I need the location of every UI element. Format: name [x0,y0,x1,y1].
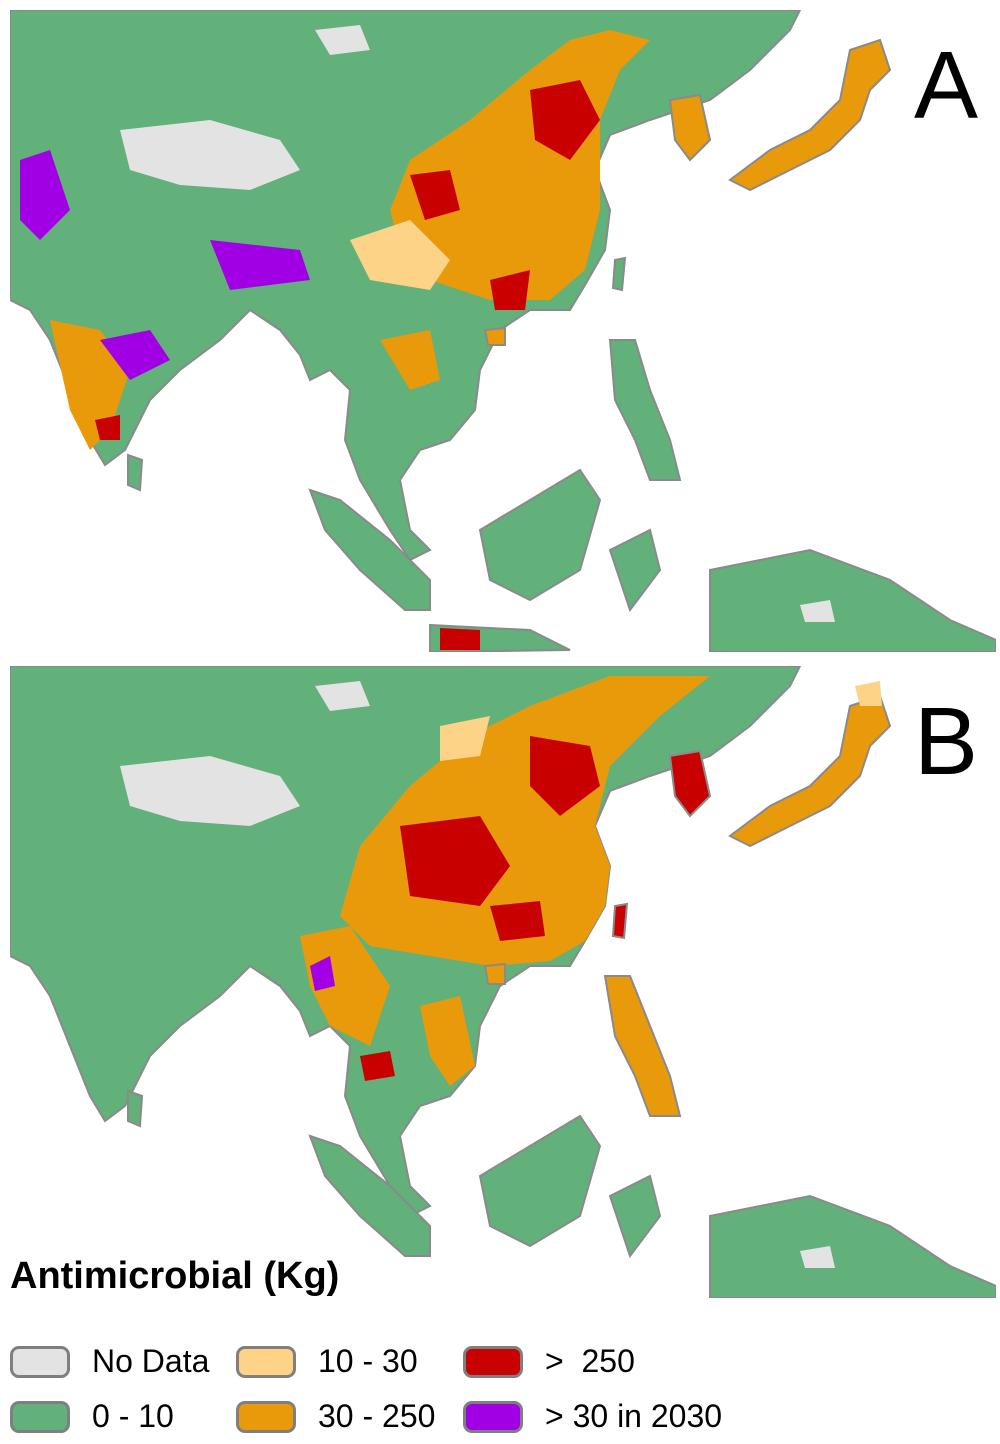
legend-title: Antimicrobial (Kg) [10,1255,340,1297]
land-sri-lanka [127,453,144,492]
land-sri-lanka [127,1089,144,1128]
legend-item-30-250: 30 - 250 [236,1398,435,1435]
region-10-30 [440,716,490,761]
legend-item-10-30: 10 - 30 [236,1343,418,1380]
map-a-graphic [10,10,996,652]
region-no-data [800,1246,835,1268]
legend-label: No Data [92,1343,210,1379]
land-korea [668,749,712,818]
region-over-250 [530,736,600,816]
region-over-250 [360,1051,395,1081]
legend-label: 30 - 250 [318,1398,436,1434]
land-borneo [478,1114,602,1248]
legend-item-over-250: > 250 [463,1343,635,1380]
region-30-250 [420,996,475,1086]
land-borneo [478,468,602,602]
legend-swatch [236,1345,296,1378]
land-new-guinea [709,548,996,652]
region-over-250 [410,170,460,220]
legend-swatch [10,1400,70,1433]
region-over-250 [490,901,545,941]
panel-label-a: A [913,32,978,139]
region-10-30 [855,681,882,706]
land-philippines [608,339,682,481]
land-sumatra [308,488,431,611]
land-hainan [483,326,506,346]
land-sulawesi [608,1174,662,1259]
map-panel-b: B [10,666,996,1298]
legend-label: > 250 [545,1343,635,1379]
legend-swatch [463,1400,523,1433]
land-japan [728,694,892,848]
region-over-250 [490,270,530,310]
legend-swatch [10,1345,70,1378]
region-30-250 [300,926,390,1046]
legend-label: > 30 in 2030 [545,1398,723,1434]
land-new-guinea [709,1194,996,1298]
region-2030 [100,330,170,380]
region-over-250 [440,628,480,650]
legend-item-no-data: No Data [10,1343,209,1380]
panel-label-b: B [913,688,978,795]
region-10-30 [350,220,450,290]
land-japan [728,38,892,192]
region-no-data [120,120,300,190]
land-sumatra [308,1134,431,1257]
region-2030 [310,956,335,991]
region-over-250 [95,415,120,440]
region-no-data [315,25,370,55]
legend-swatch [236,1400,296,1433]
region-2030 [210,240,310,290]
legend-label: 10 - 30 [318,1343,418,1379]
legend-swatch [463,1345,523,1378]
land-hainan [483,962,506,985]
land-philippines [603,975,682,1117]
region-no-data [120,756,300,826]
legend-label: 0 - 10 [92,1398,174,1434]
region-over-250 [400,816,510,906]
region-over-250 [530,80,600,160]
region-2030 [20,150,70,240]
map-b-graphic [10,666,996,1298]
region-30-250 [380,330,440,390]
land-sulawesi [608,528,662,613]
map-panel-a: A [10,10,996,652]
legend-item-over-30-2030: > 30 in 2030 [463,1398,722,1435]
land-taiwan [611,902,629,940]
land-taiwan [611,256,627,292]
region-no-data [800,600,835,622]
land-korea [668,93,712,162]
legend-item-0-10: 0 - 10 [10,1398,174,1435]
region-no-data [315,681,370,711]
